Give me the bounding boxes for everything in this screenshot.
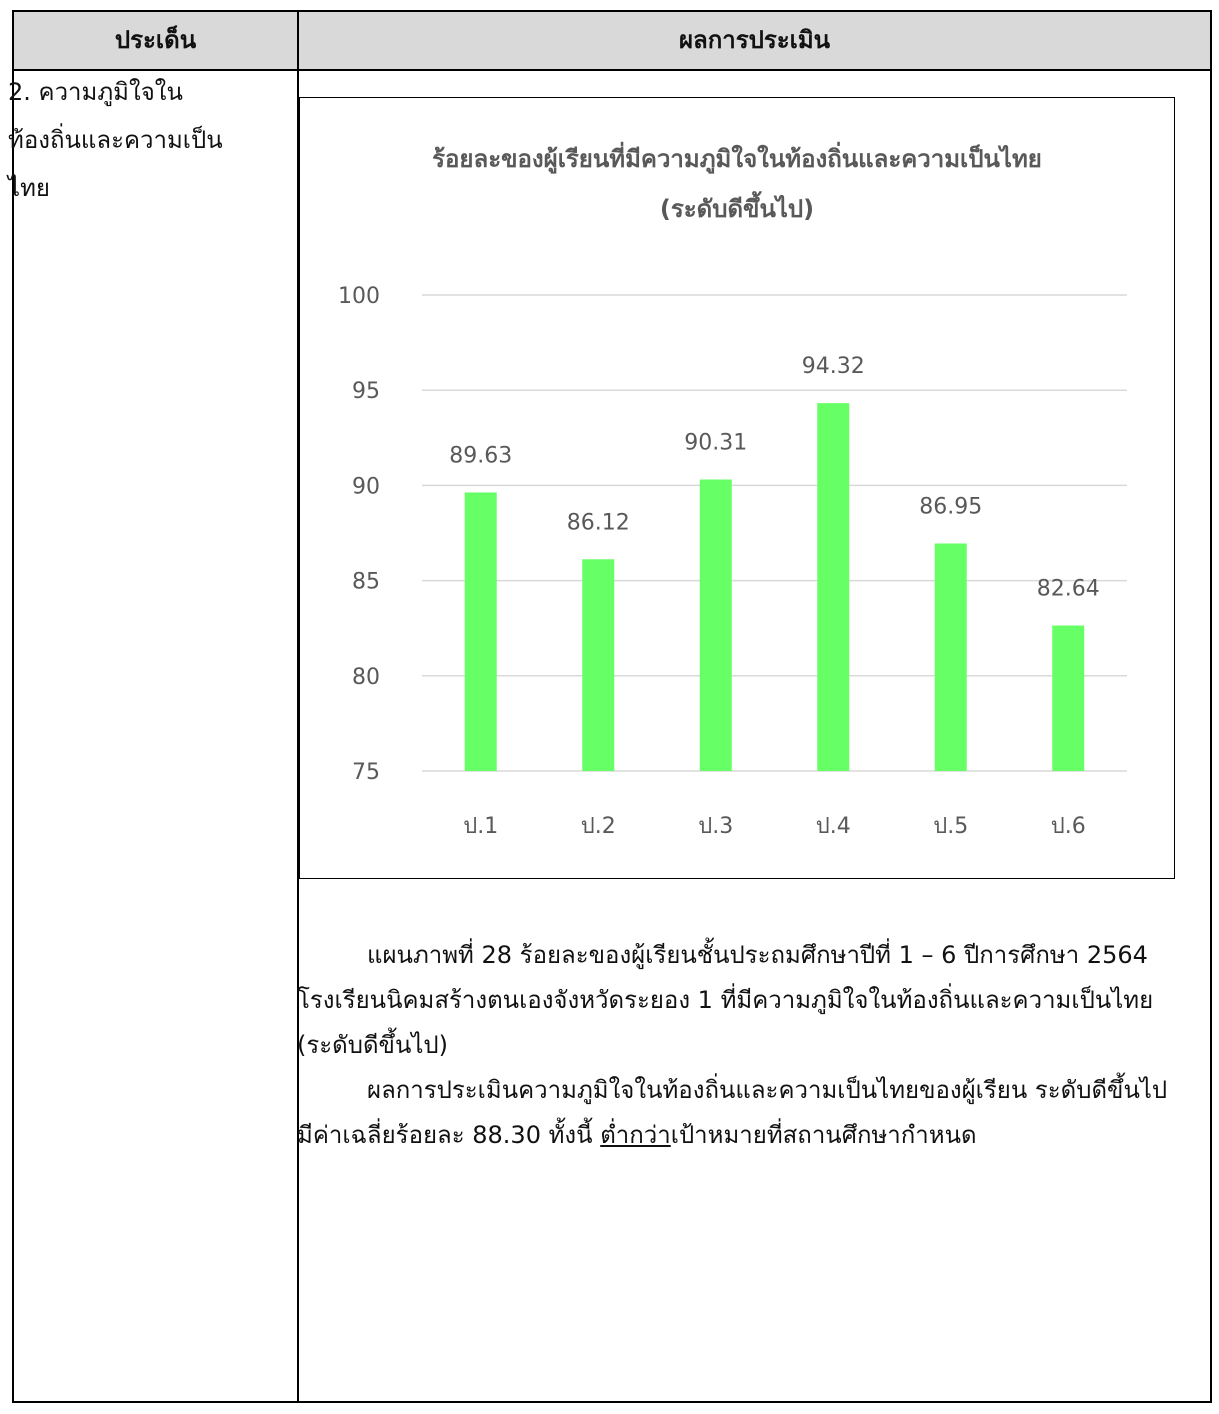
caption-paragraph-2: ผลการประเมินความภูมิใจในท้องถิ่นและความเ… xyxy=(297,1068,1177,1158)
chart-title-line-2: (ระดับดีขึ้นไป) xyxy=(659,195,815,223)
bar xyxy=(817,403,850,771)
chart-title-line-1: ร้อยละของผู้เรียนที่มีความภูมิใจในท้องถิ… xyxy=(432,145,1042,173)
data-label: 82.64 xyxy=(1037,577,1100,602)
caption-text-2b: เป้าหมายที่สถานศึกษากำหนด xyxy=(670,1121,977,1149)
table-header: ประเด็น ผลการประเมิน xyxy=(14,12,1210,71)
x-tick-label: ป.4 xyxy=(816,814,851,839)
y-tick-label: 85 xyxy=(352,570,380,595)
y-tick-label: 95 xyxy=(352,379,380,404)
caption-paragraph-1: แผนภาพที่ 28 ร้อยละของผู้เรียนชั้นประถมศ… xyxy=(297,933,1177,1068)
column-divider xyxy=(297,12,299,1401)
x-tick-label: ป.5 xyxy=(933,814,968,839)
y-tick-label: 90 xyxy=(352,474,380,499)
topic-line-3: ไทย xyxy=(8,174,50,202)
header-result: ผลการประเมิน xyxy=(678,26,831,54)
topic-cell: 2. ความภูมิใจใน ท้องถิ่นและความเป็น ไทย xyxy=(8,68,278,212)
topic-line-1: 2. ความภูมิใจใน xyxy=(8,78,183,106)
chart-frame: ร้อยละของผู้เรียนที่มีความภูมิใจในท้องถิ… xyxy=(299,97,1175,879)
bar xyxy=(699,479,732,771)
data-label: 94.32 xyxy=(802,354,865,379)
data-label: 86.12 xyxy=(567,510,630,535)
x-tick-label: ป.3 xyxy=(698,814,733,839)
bar-chart: 75 80 85 90 95 100 89.63 ป.1 86.12 ป.2 90.31 ป.3 94.… xyxy=(338,284,1127,839)
topic-line-2: ท้องถิ่นและความเป็น xyxy=(8,126,223,154)
header-topic: ประเด็น xyxy=(114,26,197,54)
x-tick-label: ป.6 xyxy=(1051,814,1086,839)
y-tick-label: 80 xyxy=(352,665,380,690)
data-label: 89.63 xyxy=(449,443,512,468)
y-tick-label: 100 xyxy=(338,284,380,309)
data-label: 90.31 xyxy=(684,430,747,455)
bar xyxy=(582,559,615,771)
data-label: 86.95 xyxy=(919,494,982,519)
caption-text-1: แผนภาพที่ 28 ร้อยละของผู้เรียนชั้นประถมศ… xyxy=(297,941,1154,1059)
assessment-table: ประเด็น ผลการประเมิน xyxy=(12,10,1212,1403)
bar xyxy=(464,492,497,771)
x-tick-label: ป.2 xyxy=(581,814,616,839)
chart-title: ร้อยละของผู้เรียนที่มีความภูมิใจในท้องถิ… xyxy=(300,134,1174,234)
caption-text-2a: ผลการประเมินความภูมิใจในท้องถิ่นและความเ… xyxy=(297,1076,1168,1149)
bar xyxy=(1052,625,1085,771)
y-tick-label: 75 xyxy=(352,760,380,785)
x-tick-label: ป.1 xyxy=(463,814,498,839)
caption-underlined-text: ต่ำกว่า xyxy=(600,1121,671,1149)
figure-caption: แผนภาพที่ 28 ร้อยละของผู้เรียนชั้นประถมศ… xyxy=(297,933,1177,1158)
bar xyxy=(934,543,967,771)
